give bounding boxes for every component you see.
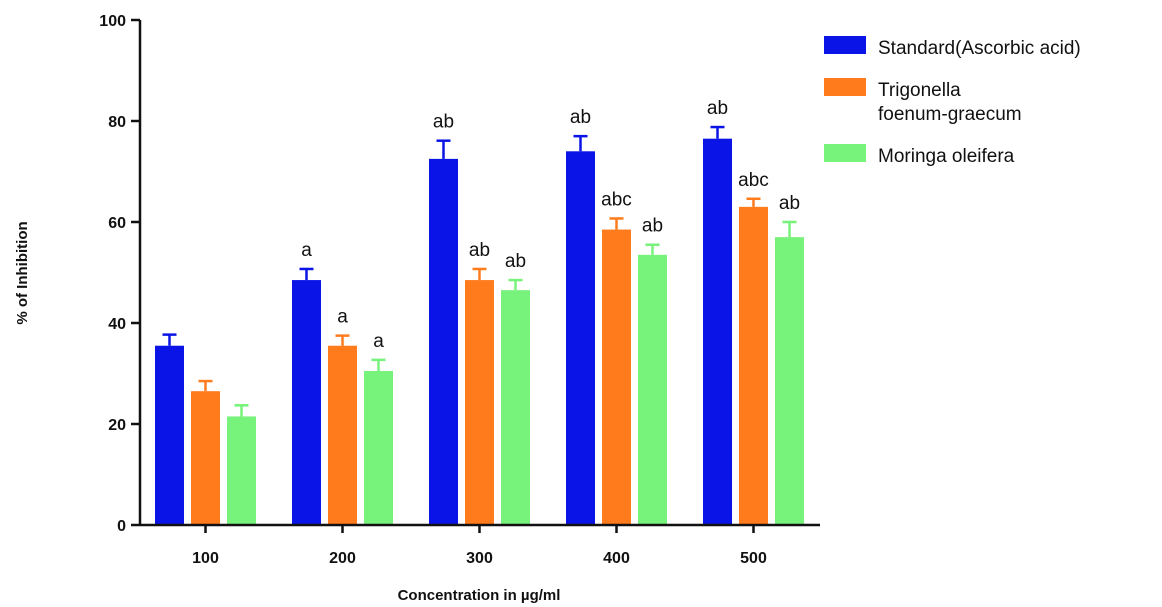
significance-label: a <box>373 331 384 352</box>
bar <box>155 345 184 525</box>
bar <box>501 290 530 525</box>
legend-label: Moringa oleifera <box>878 146 1015 167</box>
bar <box>364 370 393 525</box>
legend-swatch <box>824 78 866 96</box>
y-tick-label: 100 <box>99 13 126 30</box>
bar <box>227 416 256 525</box>
significance-label: ab <box>570 107 591 128</box>
significance-label: ab <box>469 240 490 261</box>
legend-label: foenum-graecum <box>878 104 1022 125</box>
significance-label: ab <box>707 98 728 119</box>
significance-label: a <box>301 240 312 261</box>
significance-label: abc <box>601 189 632 210</box>
bar <box>429 158 458 525</box>
legend-label: Trigonella <box>878 80 961 101</box>
legend-swatch <box>824 144 866 162</box>
significance-label: ab <box>642 216 663 237</box>
x-axis-title: Concentration in µg/ml <box>398 587 561 604</box>
bar <box>292 280 321 525</box>
bar <box>566 151 595 526</box>
y-axis-title: % of Inhibition <box>14 221 31 324</box>
significance-label: ab <box>779 193 800 214</box>
bar <box>328 345 357 525</box>
y-tick-label: 60 <box>108 215 126 232</box>
bar <box>191 391 220 525</box>
bar <box>602 229 631 525</box>
bar <box>465 280 494 525</box>
legend-swatch <box>824 36 866 54</box>
y-tick-label: 80 <box>108 114 126 131</box>
y-tick-label: 0 <box>117 518 126 535</box>
y-tick-label: 20 <box>108 417 126 434</box>
x-tick-label: 300 <box>466 550 493 567</box>
x-tick-label: 100 <box>192 550 219 567</box>
y-tick-label: 40 <box>108 316 126 333</box>
significance-label: a <box>337 307 348 328</box>
significance-label: ab <box>505 251 526 272</box>
x-tick-label: 200 <box>329 550 356 567</box>
significance-label: ab <box>433 112 454 133</box>
bar <box>703 138 732 526</box>
bar <box>638 254 667 525</box>
bar <box>739 206 768 525</box>
bar <box>775 237 804 525</box>
x-tick-label: 400 <box>603 550 630 567</box>
legend-label: Standard(Ascorbic acid) <box>878 38 1081 59</box>
significance-label: abc <box>738 170 769 191</box>
legend: Standard(Ascorbic acid) Trigonella foenum-… <box>824 36 1081 167</box>
axes-layer: 0 20 40 60 80 100 100 200 300 400 500 <box>99 13 820 567</box>
x-tick-label: 500 <box>740 550 767 567</box>
